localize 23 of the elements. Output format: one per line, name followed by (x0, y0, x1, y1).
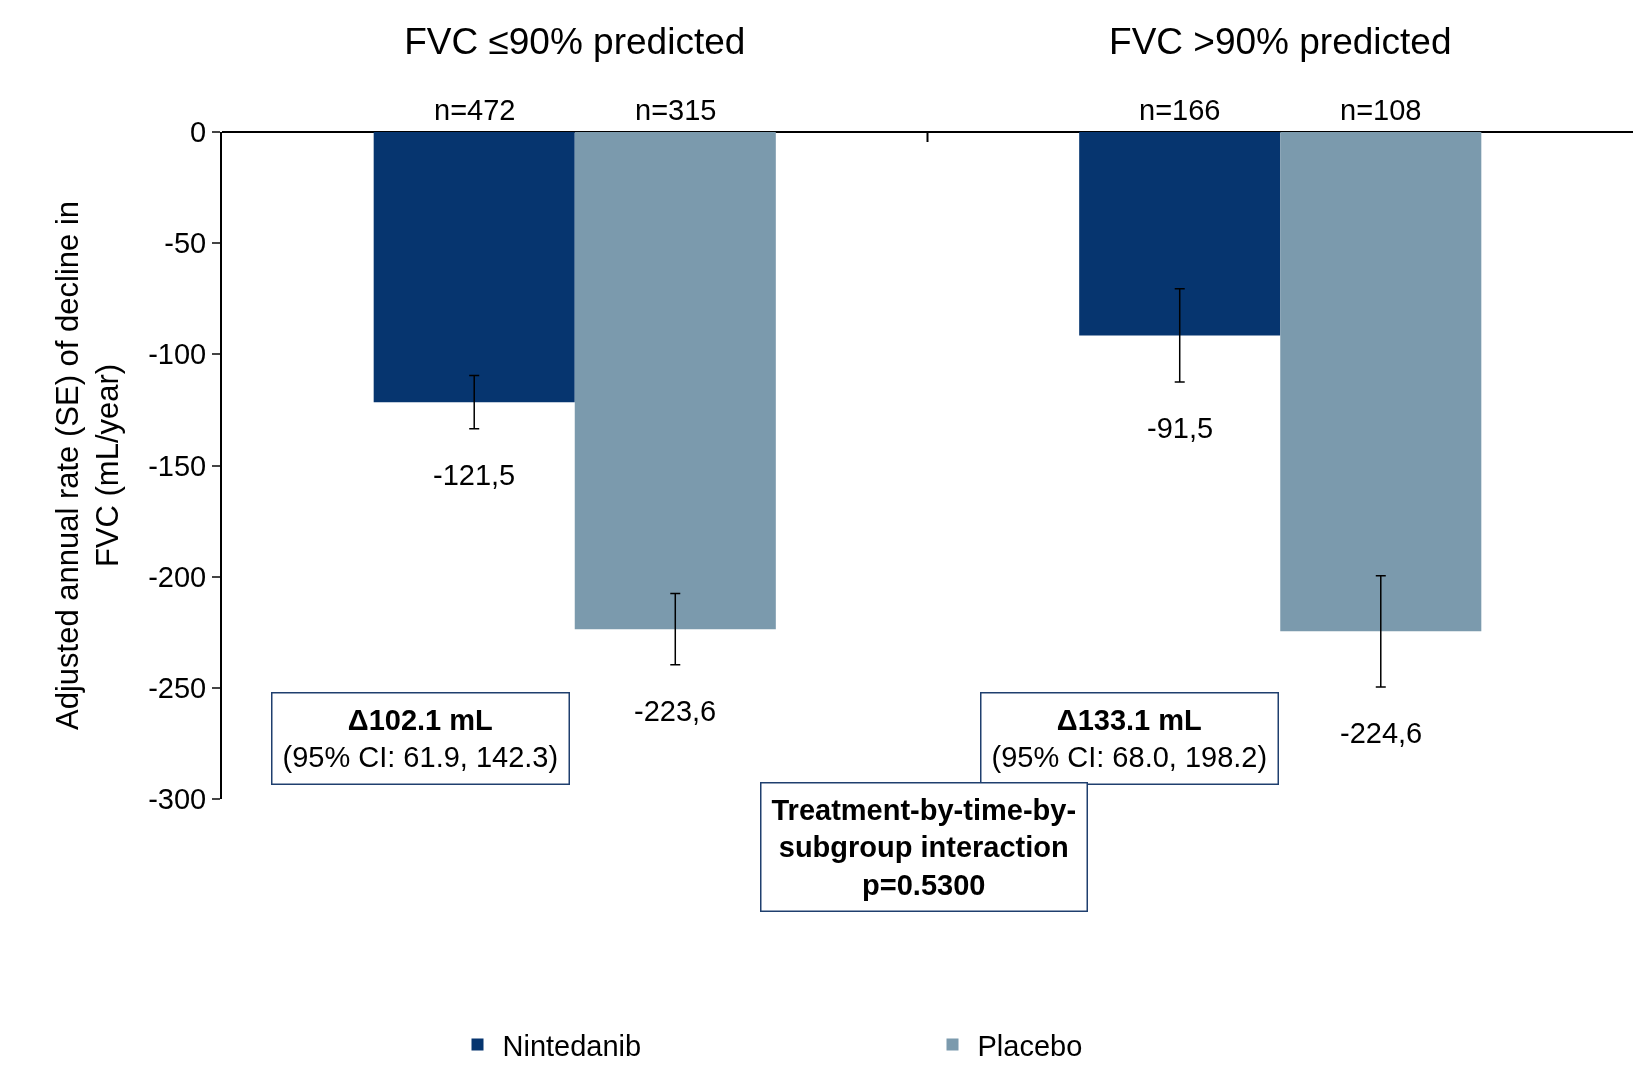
y-tick-label: -300 (148, 783, 207, 816)
legend-label: Placebo (977, 1029, 1083, 1062)
data-label: -91,5 (1147, 412, 1214, 444)
x-tick-label: FVC ≤90% predicted (404, 20, 746, 62)
legend-label: Nintedanib (502, 1029, 642, 1062)
y-tick-label: 0 (190, 116, 207, 149)
annotation: Δ102.1 mL (95% CI: 61.9, 142.3) (282, 703, 559, 774)
y-tick-label: -150 (148, 449, 207, 482)
data-label: -224,6 (1340, 717, 1423, 749)
data-label: -121,5 (433, 459, 516, 491)
annotation: n=472 (434, 94, 516, 126)
y-tick-label: -50 (164, 227, 207, 260)
annotation: n=315 (635, 94, 717, 126)
y-axis-title: Adjusted annual rate (SE) of decline in FVC (mL/year) (50, 200, 126, 731)
annotation: n=166 (1139, 94, 1221, 126)
data-label: -223,6 (634, 695, 717, 727)
y-tick-label: -200 (148, 560, 207, 593)
y-tick-label: -250 (148, 671, 207, 704)
annotation: Treatment-by-time-by- subgroup interaction p=0.5300 (771, 793, 1077, 901)
y-tick-label: -100 (148, 338, 207, 371)
annotation: n=108 (1340, 94, 1422, 126)
annotation: Δ133.1 mL (95% CI: 68.0, 198.2) (991, 703, 1268, 774)
x-tick-label: FVC >90% predicted (1109, 20, 1452, 62)
